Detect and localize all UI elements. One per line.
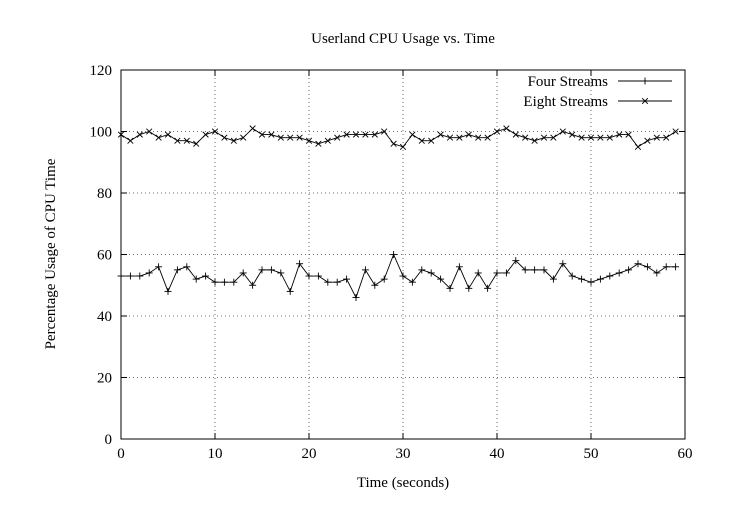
cross-marker-icon [672, 128, 679, 135]
cross-marker-icon [606, 134, 613, 141]
cross-marker-icon [249, 125, 256, 132]
series-line [120, 127, 676, 148]
x-tick-label: 0 [117, 446, 125, 462]
cross-marker-icon [531, 137, 538, 144]
legend-label-four-streams: Four Streams [528, 74, 609, 90]
cross-marker-icon [493, 128, 501, 135]
series-four-streams [117, 251, 680, 302]
cross-marker-icon [569, 131, 576, 138]
cross-marker-icon [211, 128, 219, 135]
series-line [121, 253, 676, 299]
cross-marker-icon [465, 131, 472, 138]
cross-marker-icon [371, 131, 378, 138]
cross-marker-icon [409, 131, 416, 138]
x-tick-label: 30 [396, 446, 411, 462]
y-tick-label: 60 [97, 248, 112, 264]
legend-label-eight-streams: Eight Streams [523, 94, 608, 110]
y-tick-label: 80 [97, 186, 112, 202]
series-eight-streams [117, 125, 679, 150]
cross-marker-icon [663, 134, 670, 141]
cross-marker-icon [202, 131, 209, 138]
cross-marker-icon [503, 125, 510, 132]
cross-marker-icon [352, 131, 360, 138]
cross-marker-icon [578, 134, 585, 141]
x-tick-label: 50 [584, 446, 599, 462]
x-tick-label: 20 [302, 446, 317, 462]
series-layer [117, 125, 680, 302]
x-tick-label: 10 [208, 446, 223, 462]
cross-marker-icon [475, 134, 482, 141]
y-tick-label: 100 [90, 125, 113, 141]
cross-marker-icon [559, 128, 566, 135]
cross-marker-icon [136, 131, 143, 138]
cross-marker-icon [484, 134, 491, 141]
cross-marker-icon [597, 134, 604, 141]
cross-marker-icon [277, 134, 284, 141]
cross-marker-icon [258, 131, 266, 138]
legend: Four Streams Eight Streams [523, 74, 672, 110]
cross-marker-icon [183, 137, 190, 144]
cross-marker-icon [625, 131, 632, 138]
tick-labels: 0 10 20 30 40 50 60 0 20 40 60 80 100 120 [90, 63, 693, 462]
cross-marker-icon [193, 140, 200, 147]
cross-marker-icon [653, 134, 660, 141]
grid [121, 70, 685, 439]
cross-marker-icon [221, 134, 228, 141]
cross-marker-icon [324, 137, 331, 144]
cross-marker-icon [230, 137, 237, 144]
cross-marker-icon [418, 137, 425, 144]
legend-line-samples [618, 77, 672, 105]
x-tick-label: 60 [678, 446, 693, 462]
cross-marker-icon [428, 137, 435, 144]
cross-marker-icon [287, 134, 294, 141]
chart-title: Userland CPU Usage vs. Time [311, 31, 495, 47]
cross-marker-icon [334, 134, 341, 141]
cross-marker-icon [512, 131, 519, 138]
cross-marker-icon [315, 140, 322, 147]
y-axis-label: Percentage Usage of CPU Time [43, 158, 59, 349]
cross-marker-icon [550, 134, 557, 141]
cross-marker-icon [616, 131, 623, 138]
cross-marker-icon [381, 128, 388, 135]
cross-marker-icon [296, 134, 303, 141]
y-tick-label: 0 [105, 432, 113, 448]
cross-marker-icon [240, 134, 247, 141]
cross-marker-icon [155, 134, 162, 141]
y-tick-label: 40 [97, 309, 112, 325]
cross-marker-icon [399, 143, 407, 150]
cross-marker-icon [587, 134, 595, 141]
cross-marker-icon [164, 131, 172, 138]
cross-marker-icon [456, 134, 463, 141]
x-axis-label: Time (seconds) [357, 475, 449, 491]
x-tick-label: 40 [490, 446, 505, 462]
axis-ticks [120, 69, 686, 440]
cross-marker-icon [644, 137, 651, 144]
y-tick-label: 120 [90, 63, 113, 79]
cross-marker-icon [362, 131, 369, 138]
y-tick-label: 20 [97, 371, 112, 387]
cross-marker-icon [634, 143, 642, 150]
cross-marker-icon [146, 128, 153, 135]
cross-marker-icon [540, 134, 548, 141]
cross-marker-icon [446, 134, 454, 141]
cross-marker-icon [268, 131, 275, 138]
cross-marker-icon [437, 131, 444, 138]
cross-marker-icon [522, 134, 529, 141]
cross-marker-icon [641, 97, 649, 105]
cross-marker-icon [127, 137, 134, 144]
cross-marker-icon [305, 137, 313, 144]
cross-marker-icon [343, 131, 350, 138]
cross-marker-icon [174, 137, 181, 144]
cross-marker-icon [390, 140, 397, 147]
